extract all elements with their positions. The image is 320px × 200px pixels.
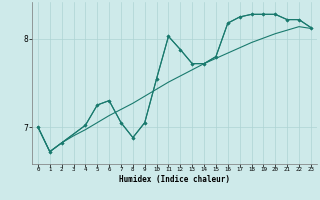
X-axis label: Humidex (Indice chaleur): Humidex (Indice chaleur) (119, 175, 230, 184)
